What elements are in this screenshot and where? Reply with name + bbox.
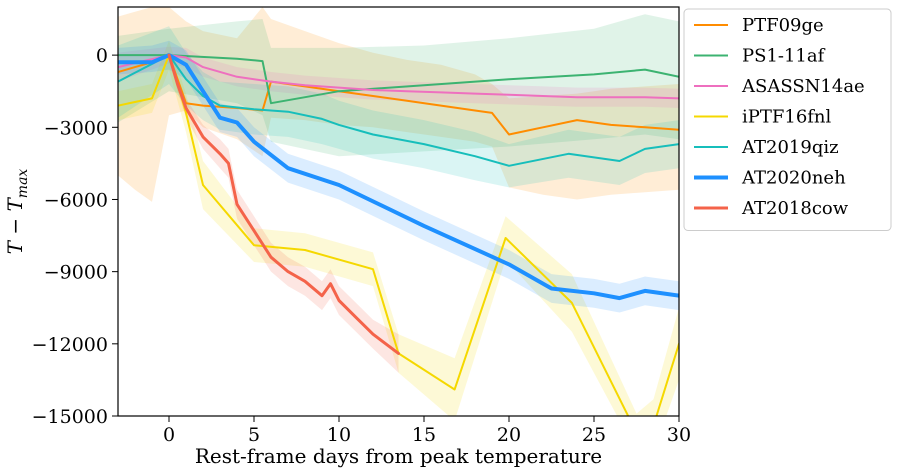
legend-label: PTF09ge <box>742 15 824 36</box>
y-tick-label: −12000 <box>32 334 108 356</box>
line-asassn14ae <box>118 54 679 100</box>
x-tick-label: 30 <box>667 424 691 446</box>
band-ps1-11af <box>118 14 679 157</box>
x-tick-label: 25 <box>582 424 606 446</box>
line-at2020neh <box>118 53 679 301</box>
legend-label: AT2019qiz <box>741 137 839 158</box>
y-axis-ticks: 0 −3000 −6000 −9000 −12000 −15000 <box>32 45 118 428</box>
legend-box <box>683 8 892 231</box>
line-ptf09ge <box>118 54 679 136</box>
x-tick-label: 0 <box>163 424 175 446</box>
y-tick-label: −15000 <box>32 406 108 428</box>
series-lines <box>118 53 679 416</box>
y-tick-label: −3000 <box>44 117 108 139</box>
x-axis-label: Rest-frame days from peak temperature <box>195 444 602 468</box>
line-at2019qiz <box>118 54 679 167</box>
y-axis-label-subscript: max <box>15 169 31 199</box>
y-axis-label-main: T − T <box>3 197 27 255</box>
legend-label: AT2020neh <box>741 168 846 189</box>
legend-label: iPTF16fnl <box>742 107 832 128</box>
line-at2018cow <box>167 53 400 355</box>
legend-label: ASASSN14ae <box>741 76 865 97</box>
x-tick-label: 15 <box>412 424 436 446</box>
band-asassn14ae <box>118 46 679 108</box>
band-iptf16fnl <box>118 40 679 416</box>
x-axis-ticks: 0 5 10 15 20 25 30 <box>163 416 691 446</box>
y-tick-label: −9000 <box>44 262 108 284</box>
x-tick-label: 5 <box>248 424 260 446</box>
y-tick-label: 0 <box>96 45 108 67</box>
y-tick-label: −6000 <box>44 189 108 211</box>
plot-frame <box>117 6 680 417</box>
band-at2019qiz <box>118 26 679 188</box>
legend: PTF09ge PS1-11af ASASSN14ae iPTF16fnl AT2019… <box>683 8 892 231</box>
x-tick-label: 10 <box>327 424 351 446</box>
band-ptf09ge <box>118 7 679 202</box>
legend-label: PS1-11af <box>742 46 826 67</box>
band-at2018cow <box>169 55 399 373</box>
x-tick-label: 20 <box>497 424 521 446</box>
y-axis-label: T − Tmax <box>3 169 31 255</box>
legend-label: AT2018cow <box>741 198 849 219</box>
line-ps1-11af <box>118 54 679 105</box>
